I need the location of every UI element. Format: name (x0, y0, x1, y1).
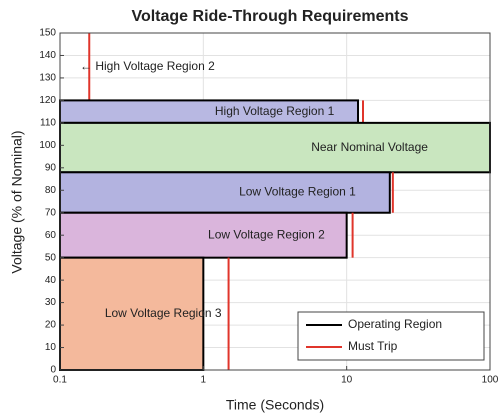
y-tick-label: 150 (39, 28, 56, 39)
y-tick-label: 80 (45, 185, 57, 196)
y-tick-label: 140 (39, 50, 56, 61)
chart-title: Voltage Ride-Through Requirements (131, 8, 408, 25)
y-tick-label: 90 (45, 162, 57, 173)
x-tick-label: 100 (482, 375, 499, 386)
y-tick-label: 120 (39, 95, 56, 106)
legend-label: Operating Region (348, 317, 442, 331)
legend-label: Must Trip (348, 339, 398, 353)
operating-region (59, 256, 205, 371)
y-tick-label: 130 (39, 73, 56, 84)
region-label: Low Voltage Region 1 (239, 185, 356, 199)
y-tick-label: 10 (45, 342, 57, 353)
x-axis-label: Time (Seconds) (226, 397, 324, 413)
y-tick-label: 0 (50, 365, 56, 376)
x-tick-label: 1 (201, 375, 207, 386)
y-tick-label: 20 (45, 320, 57, 331)
x-tick-label: 0.1 (53, 375, 67, 386)
y-tick-label: 110 (40, 118, 56, 129)
legend-box (297, 311, 485, 361)
y-tick-label: 30 (45, 297, 57, 308)
region-label: High Voltage Region 1 (215, 104, 335, 118)
x-tick-label: 10 (341, 375, 353, 386)
y-tick-label: 50 (45, 252, 57, 263)
region-label: Low Voltage Region 3 (105, 306, 222, 320)
y-tick-label: 40 (45, 275, 57, 286)
operating-region (59, 121, 491, 174)
y-tick-label: 70 (45, 207, 57, 218)
plot-frame (59, 32, 491, 371)
region-label: Near Nominal Voltage (311, 140, 428, 154)
y-tick-label: 100 (39, 140, 56, 151)
y-axis-label: Voltage (% of Nominal) (9, 130, 25, 273)
y-tick-label: 60 (45, 230, 57, 241)
region-label: Low Voltage Region 2 (208, 227, 325, 241)
region-label: ← High Voltage Region 2 (80, 59, 215, 73)
